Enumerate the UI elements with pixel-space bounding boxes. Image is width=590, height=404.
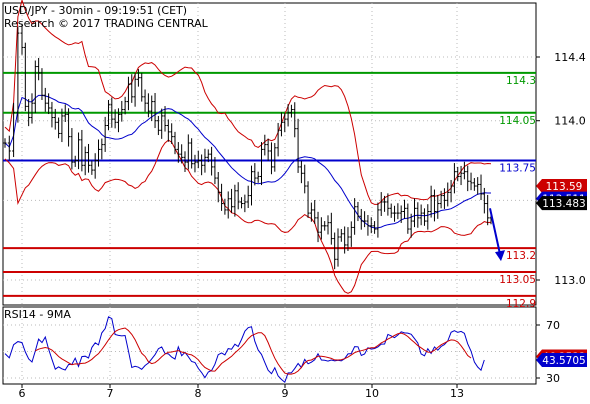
forecast-arrow-head — [495, 250, 505, 262]
level-label: 114.3 — [506, 75, 536, 87]
price-y-tick-label: 114.4 — [554, 51, 586, 64]
x-tick-label: 9 — [282, 387, 289, 400]
value-box: 113.483 — [536, 196, 587, 211]
rsi-value-boxes: 46.252243.5705 — [536, 349, 587, 367]
rsi-value-box-shape — [536, 353, 587, 367]
rsi-grid — [21, 307, 458, 384]
level-label: 113.05 — [499, 274, 536, 286]
rsi-value-box: 43.5705 — [536, 353, 587, 367]
x-tick-label: 8 — [195, 387, 202, 400]
value-box-label: 113.483 — [542, 198, 585, 210]
value-box-label: 113.59 — [546, 181, 583, 193]
value-box-shape — [536, 196, 587, 211]
moving-average-line — [4, 94, 491, 229]
level-label: 113.75 — [499, 163, 536, 175]
rsi-plot-frame — [2, 306, 537, 385]
x-tick-label: 6 — [19, 387, 26, 400]
price-overlays — [4, 0, 492, 294]
rsi-ma-line — [35, 327, 472, 375]
price-bars — [3, 24, 493, 270]
x-tick-label: 10 — [365, 387, 379, 400]
x-tick-label: 7 — [107, 387, 114, 400]
price-y-ticks: 113.0 114.0 114.4 — [536, 51, 586, 287]
rsi-gridlines — [3, 324, 536, 379]
chart-subtitle: Research © 2017 TRADING CENTRAL — [4, 17, 209, 30]
price-y-tick-label: 113.0 — [554, 274, 586, 287]
level-label: 114.05 — [499, 115, 536, 127]
level-labels: 114.3 114.05 113.75 113.2 113.05 112.9 — [499, 75, 536, 310]
rsi-y-ticks: 70 30 — [536, 319, 560, 385]
forecast-arrow — [489, 208, 505, 262]
x-ticks: 6 7 8 9 10 13 — [19, 384, 464, 400]
lower-band-line — [4, 139, 492, 294]
price-plot-frame — [2, 2, 537, 306]
chart-title: USD/JPY - 30min - 09:19:51 (CET) — [4, 4, 187, 17]
price-y-tick-label: 114.0 — [554, 115, 586, 128]
level-label: 112.9 — [506, 298, 536, 310]
rsi-title: RSI14 - 9MA — [4, 308, 71, 321]
rsi-y-tick-label: 70 — [546, 319, 560, 332]
value-box: 113.59 — [536, 179, 587, 193]
upper-band-line — [4, 0, 492, 205]
x-tick-label: 13 — [450, 387, 464, 400]
forecast-arrow-shaft — [489, 208, 501, 255]
rsi-line — [4, 316, 485, 384]
value-box-shape — [536, 179, 587, 193]
rsi-value-box-label: 43.5705 — [542, 355, 585, 367]
rsi-y-tick-label: 30 — [546, 372, 560, 385]
level-label: 113.2 — [506, 250, 536, 262]
rsi-lines — [4, 316, 485, 384]
